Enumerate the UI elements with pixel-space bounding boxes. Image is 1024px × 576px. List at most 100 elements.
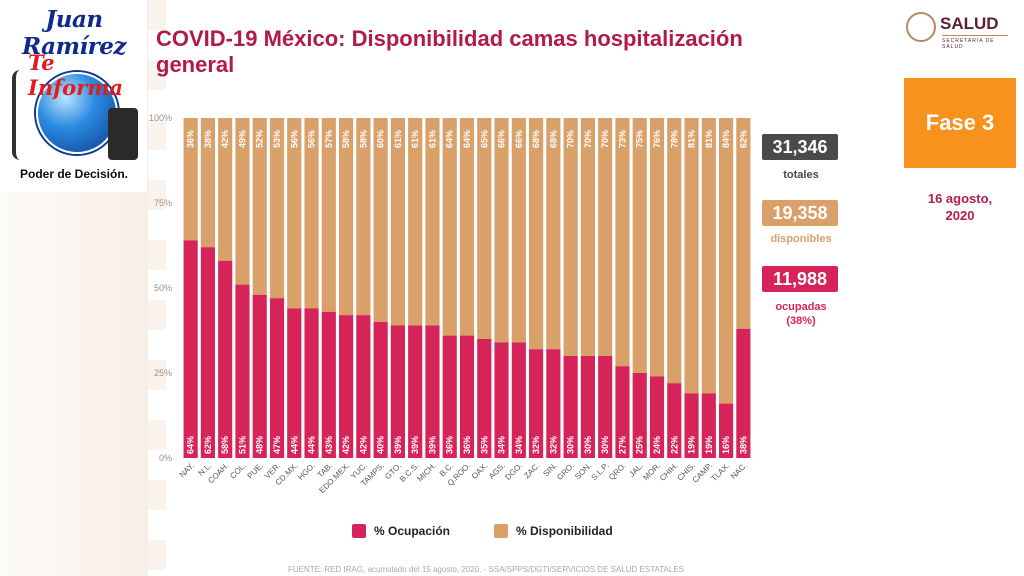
bar-occupied [494, 342, 509, 458]
x-category-label: CHIH. [658, 461, 680, 483]
bar-occupied [408, 325, 423, 458]
salud-brand: SALUD SECRETARÍA DE SALUD [906, 10, 1016, 50]
report-date: 16 agosto, 2020 [927, 191, 993, 223]
brand-name: SALUD [940, 14, 999, 33]
data-label-available: 81% [687, 130, 697, 148]
x-category-label: S.L.P. [590, 461, 611, 482]
y-tick-label: 75% [154, 198, 172, 208]
data-label-available: 64% [462, 130, 472, 148]
data-label-available: 61% [410, 130, 420, 148]
data-label-occupied: 22% [669, 436, 679, 454]
y-tick-label: 100% [149, 113, 172, 123]
data-label-available: 66% [514, 130, 524, 148]
bar-available [598, 118, 613, 356]
x-category-label: PUE. [246, 461, 266, 481]
bar-occupied [563, 356, 578, 458]
occupied-beds-label: ocupadas (38%) [775, 301, 827, 327]
chart-legend: % Ocupación % Disponibilidad [352, 524, 613, 538]
bar-occupied [218, 260, 233, 458]
bar-occupied [546, 349, 561, 458]
bar-available [632, 118, 647, 373]
bar-available [373, 118, 388, 322]
legend-swatch-occupied [352, 524, 366, 538]
y-tick-label: 50% [154, 283, 172, 293]
seal-icon [906, 12, 936, 42]
data-label-occupied: 39% [410, 436, 420, 454]
brand-divider [942, 35, 1008, 36]
x-category-label: COL. [228, 461, 248, 481]
bar-occupied [390, 325, 405, 458]
bar-occupied [667, 383, 682, 458]
bar-occupied [373, 322, 388, 458]
bar-available [218, 118, 233, 261]
data-label-occupied: 27% [617, 436, 627, 454]
bar-available [667, 118, 682, 384]
x-category-label: NAY. [178, 461, 196, 479]
bar-available [494, 118, 509, 343]
bar-occupied [529, 349, 544, 458]
bar-occupied [304, 308, 319, 458]
legend-label-available: % Disponibilidad [516, 524, 613, 538]
bar-available [183, 118, 198, 241]
bar-available [546, 118, 561, 350]
logo-name: Juan Ramírez [22, 6, 126, 60]
bar-occupied [235, 284, 250, 458]
bar-available [701, 118, 716, 394]
bar-occupied [459, 335, 475, 458]
bar-available [563, 118, 578, 356]
data-label-available: 36% [186, 130, 196, 148]
x-category-label: OAX. [470, 461, 490, 481]
page-title: COVID-19 México: Disponibilidad camas ho… [156, 26, 743, 77]
camera-icon [108, 108, 138, 160]
bar-occupied [442, 335, 457, 458]
data-label-available: 76% [652, 130, 662, 148]
bar-occupied [701, 393, 716, 458]
bar-available [356, 118, 371, 316]
x-category-label: GRO. [555, 461, 576, 482]
data-label-occupied: 30% [600, 436, 610, 454]
bar-occupied [321, 311, 336, 458]
data-label-available: 53% [272, 130, 282, 148]
y-tick-label: 0% [159, 453, 172, 463]
bar-occupied [649, 376, 665, 458]
bar-occupied [200, 247, 215, 458]
data-label-occupied: 62% [203, 436, 213, 454]
data-label-occupied: 38% [738, 436, 748, 454]
data-label-occupied: 32% [548, 436, 558, 454]
data-label-available: 60% [376, 130, 386, 148]
data-label-occupied: 25% [635, 436, 645, 454]
data-label-available: 49% [237, 130, 247, 148]
bar-available [269, 118, 285, 299]
bar-available [408, 118, 423, 326]
bar-occupied [598, 356, 613, 458]
bar-available [425, 118, 440, 326]
bar-available [235, 118, 250, 285]
bar-available [304, 118, 319, 309]
bar-available [511, 118, 526, 343]
x-category-label: DGO. [503, 461, 524, 482]
data-label-available: 70% [583, 130, 593, 148]
bar-occupied [269, 298, 285, 458]
available-beds-value: 19,358 [762, 200, 838, 226]
logo-subtitle: Te Informa [28, 50, 124, 100]
data-label-occupied: 44% [289, 436, 299, 454]
data-label-occupied: 32% [531, 436, 541, 454]
data-label-available: 56% [307, 130, 317, 148]
data-label-occupied: 48% [255, 436, 265, 454]
phase-badge: Fase 3 [904, 78, 1016, 168]
data-label-occupied: 44% [307, 436, 317, 454]
data-label-occupied: 35% [479, 436, 489, 454]
data-label-available: 61% [393, 130, 403, 148]
data-label-available: 42% [220, 130, 230, 148]
data-label-occupied: 34% [514, 436, 524, 454]
data-label-available: 70% [600, 130, 610, 148]
bar-occupied [632, 373, 647, 458]
data-label-occupied: 19% [687, 436, 697, 454]
bar-available [321, 118, 336, 312]
bar-occupied [615, 366, 630, 458]
bar-available [339, 118, 354, 316]
bar-occupied [356, 315, 371, 458]
bar-available [459, 118, 475, 336]
bar-available [649, 118, 665, 377]
bar-occupied [339, 315, 354, 458]
